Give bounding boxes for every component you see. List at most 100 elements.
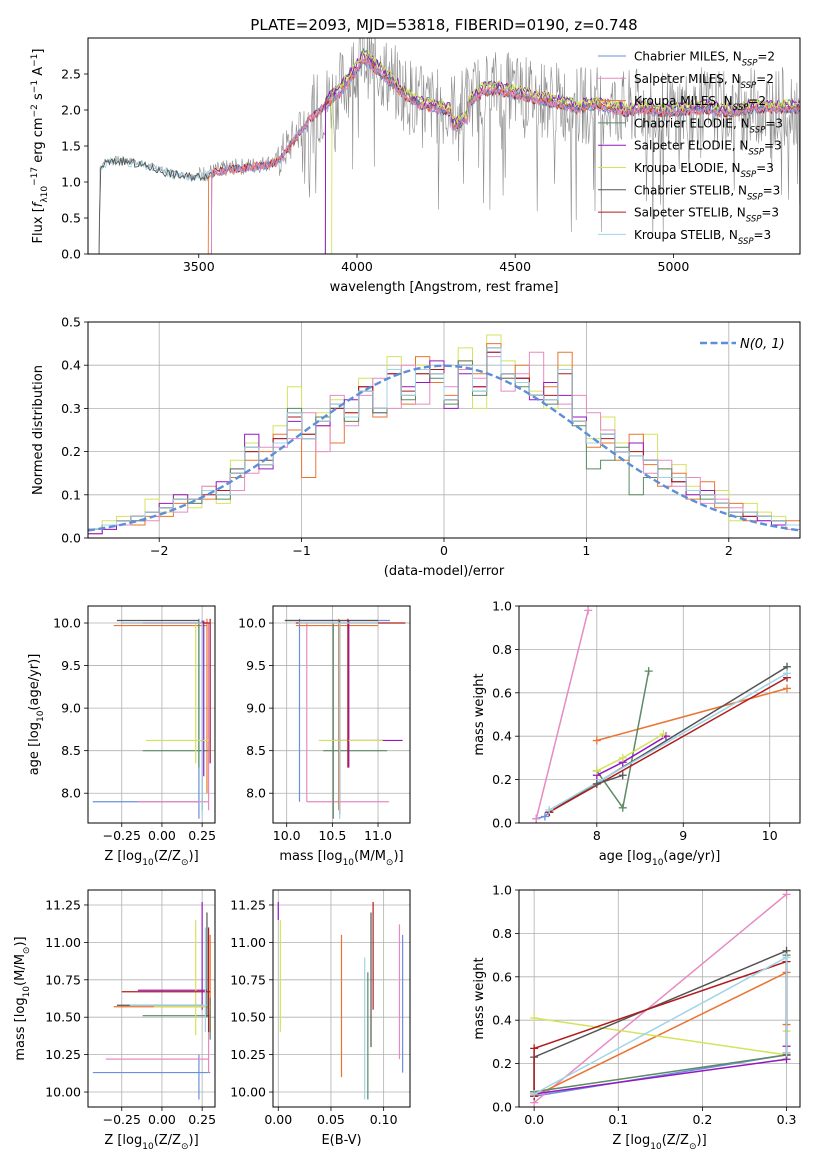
axes-frame — [272, 605, 411, 824]
x-tick-label: 1 — [582, 543, 590, 558]
weight-line-chabrier_elodie — [596, 670, 650, 810]
y-axis-label-part: −17 — [30, 167, 40, 186]
legend-label: Salpeter ELODIE, NSSP=3 — [634, 139, 782, 158]
legend-label-sub: SSP — [741, 170, 757, 180]
legend-label: Salpeter MILES, NSSP=2 — [634, 72, 774, 91]
x-axis-label-part: (age/yr)] — [663, 849, 720, 864]
legend-label: Kroupa MILES, NSSP=2 — [634, 94, 766, 113]
y-tick-label: 11.00 — [45, 935, 81, 950]
spectrum-plot-area — [98, 38, 800, 254]
x-axis-label-part: 10 — [652, 858, 664, 868]
y-tick-label: 0.5 — [61, 315, 81, 330]
y-axis-label-part: 10 — [36, 710, 46, 722]
y-tick-label: 0.8 — [492, 642, 512, 657]
legend-label: Kroupa STELIB, NSSP=3 — [634, 228, 771, 247]
x-axis-label-part: (Z/Z — [154, 849, 181, 864]
y-tick-label: 0.6 — [492, 685, 512, 700]
x-tick-label: 3500 — [183, 259, 215, 274]
x-tick-label: 10 — [762, 828, 778, 843]
y-tick-label: 0.0 — [492, 1100, 512, 1115]
y-tick-label: 0.3 — [61, 401, 81, 416]
axes-frame — [87, 605, 216, 824]
y-tick-label: 9.0 — [246, 701, 266, 716]
axes-frame — [87, 37, 801, 255]
weight-marker-kroupa_miles — [783, 684, 792, 693]
x-axis-label: Z [log10(Z/Z⊙)] — [104, 1133, 198, 1152]
x-tick-label: −1 — [292, 543, 310, 558]
x-tick-label: 0.10 — [370, 1112, 398, 1127]
y-axis-label: mass weight — [472, 957, 487, 1039]
legend-label-suffix: =3 — [756, 161, 774, 175]
y-tick-label: 9.5 — [246, 658, 266, 673]
x-tick-label: 11.0 — [364, 828, 392, 843]
axes-frame — [518, 605, 801, 824]
weight-marker-salpeter_stelib — [530, 1044, 539, 1053]
y-axis-label: Normed distribution — [31, 365, 46, 495]
y-tick-label: 0.2 — [61, 444, 81, 459]
legend-label-sub: SSP — [746, 215, 762, 225]
x-tick-label: 0.2 — [692, 1112, 712, 1127]
weight-line-kroupa_miles — [533, 971, 788, 1097]
x-tick-label: 4000 — [341, 259, 373, 274]
x-tick-label: 0.1 — [608, 1112, 628, 1127]
y-tick-label: 10.75 — [230, 972, 266, 987]
y-tick-label: 10.0 — [238, 616, 266, 631]
y-tick-label: 1.0 — [492, 883, 512, 898]
model-spectrum-chabrier_elodie — [324, 47, 800, 254]
x-axis-label: Z [log10(Z/Z⊙)] — [104, 849, 198, 868]
y-tick-label: 8.0 — [61, 786, 81, 801]
x-axis-label-part: (Z/Z — [662, 1133, 689, 1148]
age-vs-mass-plot-area — [284, 618, 406, 819]
y-tick-label: 2.0 — [61, 103, 81, 118]
legend-label: Salpeter STELIB, NSSP=3 — [634, 206, 779, 225]
y-tick-label: 11.00 — [230, 935, 266, 950]
weight-marker-kroupa_stelib — [782, 953, 791, 962]
y-axis-label-part: f — [31, 200, 46, 207]
y-tick-label: 10.25 — [45, 1047, 81, 1062]
weight-marker-kroupa_elodie — [618, 753, 627, 762]
y-tick-label: 1.5 — [61, 139, 81, 154]
y-axis-label-part: age [log — [27, 722, 42, 775]
y-tick-label: 10.0 — [53, 616, 81, 631]
model-spectrum-salpeter_miles — [210, 56, 800, 254]
mass-vs-metallicity-plot-area — [92, 901, 211, 1100]
legend-label-sub: SSP — [747, 192, 763, 202]
y-axis-label-part: A — [31, 67, 46, 80]
x-axis-label-part: age [log — [599, 849, 652, 864]
weight-marker-kroupa_miles — [592, 736, 601, 745]
legend-label: Kroupa ELODIE, NSSP=3 — [634, 161, 774, 180]
y-tick-label: 0.5 — [61, 211, 81, 226]
weight-line-salpeter_stelib — [548, 676, 788, 813]
y-tick-label: 2.5 — [61, 67, 81, 82]
legend-label-suffix: =3 — [754, 228, 772, 242]
x-axis-label-part: Z [log — [612, 1133, 650, 1148]
legend-label-suffix: =3 — [764, 139, 782, 153]
y-axis-label-part: −1 — [30, 54, 40, 67]
y-axis-label-part: )] — [13, 936, 28, 946]
legend-label-text: Kroupa STELIB, N — [634, 228, 738, 242]
x-axis-label: (data-model)/error — [384, 564, 505, 579]
age-vs-mass-panel: 10.0 10.5 11.0 8.0 8.5 9.0 9.5 10.0 mass [log10(… — [238, 605, 411, 868]
weight-marker-salpeter_miles — [532, 814, 541, 823]
x-tick-label: −0.25 — [103, 828, 141, 843]
x-tick-label: 0.25 — [188, 1112, 216, 1127]
legend-label-sub: SSP — [750, 125, 766, 135]
axes-frame — [518, 889, 801, 1108]
x-tick-label: 2 — [725, 543, 733, 558]
model-spectrum-chabrier_stelib — [98, 58, 800, 254]
y-tick-label: 10.00 — [45, 1085, 81, 1100]
x-axis-label-part: ⊙ — [386, 858, 394, 868]
x-tick-label: 5000 — [658, 259, 690, 274]
y-tick-label: 0.2 — [492, 772, 512, 787]
legend-label-sub: SSP — [748, 148, 764, 158]
weight-line-salpeter_miles — [533, 893, 787, 1104]
legend-label-text: Chabrier MILES, N — [634, 50, 742, 64]
y-axis-label: mass [log10(M/M⊙)] — [13, 936, 32, 1060]
model-spectrum-kroupa_elodie — [331, 50, 800, 254]
y-tick-label: 10.00 — [230, 1085, 266, 1100]
x-axis-label-part: ⊙ — [689, 1142, 697, 1152]
age-vs-metallicity-panel: −0.25 0.00 0.258.08.59.09.510.0Z [log10(Z/… — [27, 605, 216, 868]
x-tick-label: 10.0 — [273, 828, 301, 843]
